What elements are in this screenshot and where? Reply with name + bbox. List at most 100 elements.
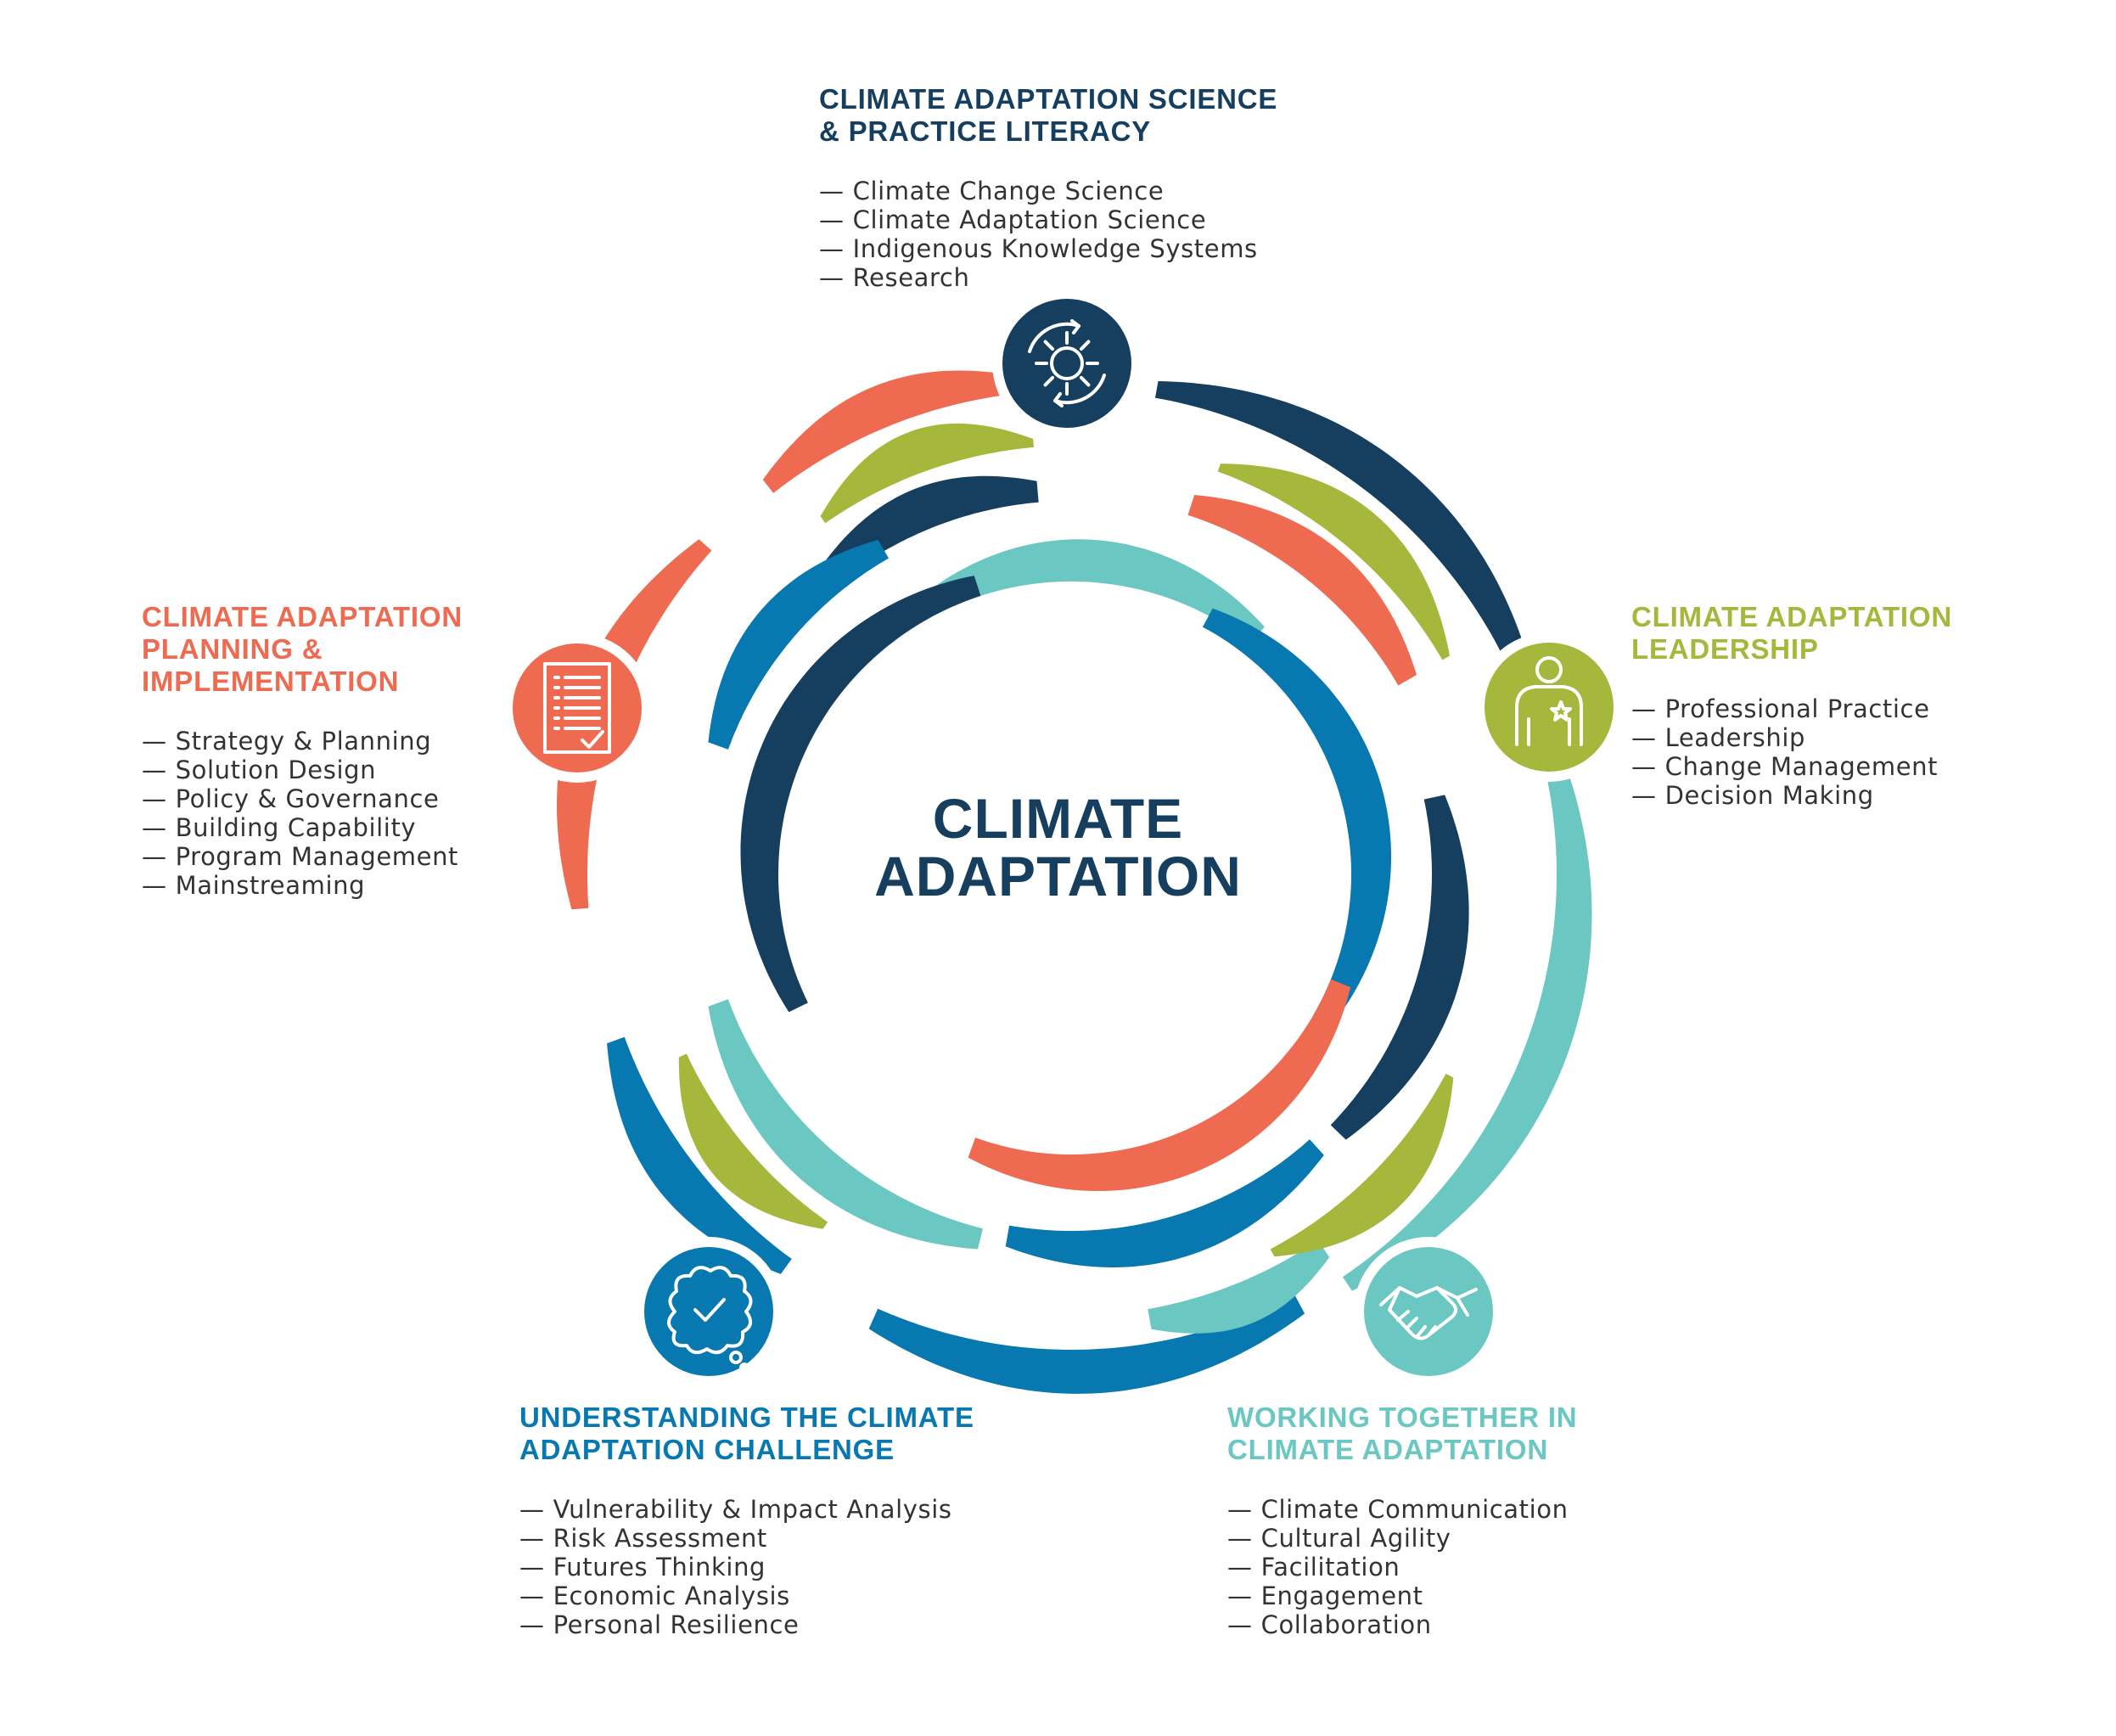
list-item-label: Professional Practice bbox=[1664, 694, 1930, 723]
list-dash: — bbox=[1227, 1495, 1253, 1524]
list-item: — Decision Making bbox=[1631, 781, 1952, 810]
arc-outer-teal-bottom bbox=[1148, 1240, 1330, 1334]
list-item-label: Facilitation bbox=[1260, 1553, 1400, 1582]
list-dash: — bbox=[142, 784, 167, 813]
list-item: — Strategy & Planning bbox=[142, 727, 463, 756]
list-item-label: Economic Analysis bbox=[553, 1582, 790, 1610]
arc-inner-orange-bottom bbox=[968, 979, 1351, 1191]
list-item-label: Solution Design bbox=[175, 756, 377, 784]
section-working-list: — Climate Communication — Cultural Agility —… bbox=[1227, 1495, 1577, 1639]
center-title-line1: CLIMATE bbox=[932, 787, 1184, 850]
list-item-label: Indigenous Knowledge Systems bbox=[852, 234, 1258, 263]
arc-inner-teal-top bbox=[914, 539, 1265, 644]
list-dash: — bbox=[1227, 1582, 1253, 1610]
list-dash: — bbox=[519, 1553, 545, 1582]
section-understanding-title: UNDERSTANDING THE CLIMATE ADAPTATION CHA… bbox=[519, 1402, 974, 1466]
list-dash: — bbox=[1227, 1553, 1253, 1582]
list-item: — Cultural Agility bbox=[1227, 1524, 1577, 1553]
section-science-title-line2: & PRACTICE LITERACY bbox=[819, 115, 1152, 147]
section-science-list: — Climate Change Science — Climate Adaptati… bbox=[819, 177, 1277, 292]
section-working-title-line2: CLIMATE ADAPTATION bbox=[1227, 1434, 1548, 1465]
list-item: — Indigenous Knowledge Systems bbox=[819, 234, 1277, 263]
list-item-label: Futures Thinking bbox=[553, 1553, 766, 1582]
list-dash: — bbox=[142, 756, 167, 784]
list-dash: — bbox=[519, 1495, 545, 1524]
list-item: — Policy & Governance bbox=[142, 784, 463, 813]
list-item: — Economic Analysis bbox=[519, 1582, 974, 1610]
node-layer bbox=[502, 289, 1624, 1386]
arc-mid-navy-right bbox=[1330, 795, 1469, 1140]
node-understanding bbox=[634, 1237, 783, 1386]
list-dash: — bbox=[519, 1524, 545, 1553]
list-item: — Futures Thinking bbox=[519, 1553, 974, 1582]
list-item-label: Strategy & Planning bbox=[175, 727, 432, 756]
leader-person-icon bbox=[1515, 656, 1583, 746]
list-item-label: Building Capability bbox=[175, 813, 417, 842]
section-planning-title-line1: CLIMATE ADAPTATION bbox=[142, 601, 463, 632]
section-leadership-list: — Professional Practice — Leadership — Change… bbox=[1631, 694, 1952, 810]
section-science-title-line1: CLIMATE ADAPTATION SCIENCE bbox=[819, 83, 1278, 115]
list-dash: — bbox=[1227, 1610, 1253, 1639]
handshake-icon bbox=[1379, 1286, 1478, 1340]
section-understanding-title-line2: ADAPTATION CHALLENGE bbox=[519, 1434, 895, 1465]
list-item: — Collaboration bbox=[1227, 1610, 1577, 1639]
list-item-label: Program Management bbox=[175, 842, 459, 871]
list-item-label: Leadership bbox=[1664, 723, 1805, 752]
checklist-document-icon bbox=[543, 662, 611, 754]
list-item: — Climate Change Science bbox=[819, 177, 1277, 205]
section-understanding-list: — Vulnerability & Impact Analysis — Risk As… bbox=[519, 1495, 974, 1639]
list-item-label: Mainstreaming bbox=[175, 871, 366, 900]
list-item: — Climate Adaptation Science bbox=[819, 205, 1277, 234]
arc-mid-navy-top bbox=[817, 475, 1039, 588]
list-dash: — bbox=[1631, 752, 1657, 781]
arc-outer-blue-bottom bbox=[868, 1294, 1305, 1394]
arc-layer bbox=[557, 370, 1592, 1394]
arc-outer-navy bbox=[1155, 381, 1535, 694]
node-leadership bbox=[1474, 632, 1624, 782]
list-dash: — bbox=[819, 205, 845, 234]
list-item: — Solution Design bbox=[142, 756, 463, 784]
node-working bbox=[1354, 1237, 1503, 1386]
arc-outer-blue-left bbox=[607, 1037, 792, 1274]
arc-mid-teal-left bbox=[708, 999, 983, 1250]
list-dash: — bbox=[819, 177, 845, 205]
center-title-line2: ADAPTATION bbox=[874, 845, 1242, 907]
section-working-title-line1: WORKING TOGETHER IN bbox=[1227, 1402, 1578, 1433]
list-dash: — bbox=[1631, 781, 1657, 810]
list-item: — Climate Communication bbox=[1227, 1495, 1577, 1524]
section-understanding-title-line1: UNDERSTANDING THE CLIMATE bbox=[519, 1402, 974, 1433]
list-item-label: Cultural Agility bbox=[1260, 1524, 1451, 1553]
node-planning bbox=[502, 633, 652, 783]
list-item: — Vulnerability & Impact Analysis bbox=[519, 1495, 974, 1524]
section-understanding: UNDERSTANDING THE CLIMATE ADAPTATION CHA… bbox=[519, 1402, 974, 1639]
sun-cycle-icon bbox=[1028, 319, 1106, 407]
list-item-label: Policy & Governance bbox=[175, 784, 440, 813]
section-planning: CLIMATE ADAPTATION PLANNING & IMPLEMENTA… bbox=[142, 601, 463, 900]
arc-inner-navy-left bbox=[740, 576, 981, 1013]
node-understanding-disc bbox=[644, 1247, 773, 1376]
list-dash: — bbox=[142, 813, 167, 842]
list-item-label: Risk Assessment bbox=[553, 1524, 767, 1553]
list-item-label: Personal Resilience bbox=[553, 1610, 800, 1639]
list-dash: — bbox=[1227, 1524, 1253, 1553]
arc-mid-blue-left bbox=[708, 540, 889, 750]
section-working: WORKING TOGETHER IN CLIMATE ADAPTATION —… bbox=[1227, 1402, 1577, 1639]
section-working-title: WORKING TOGETHER IN CLIMATE ADAPTATION bbox=[1227, 1402, 1577, 1466]
list-dash: — bbox=[142, 842, 167, 871]
list-item: — Program Management bbox=[142, 842, 463, 871]
arc-green-right bbox=[1217, 463, 1450, 660]
list-item-label: Vulnerability & Impact Analysis bbox=[553, 1495, 952, 1524]
thought-check-icon bbox=[667, 1266, 753, 1373]
node-science bbox=[992, 289, 1142, 438]
arc-green-bottom bbox=[1270, 1073, 1454, 1257]
list-item-label: Climate Adaptation Science bbox=[852, 205, 1207, 234]
list-item: — Facilitation bbox=[1227, 1553, 1577, 1582]
section-planning-title-line2: PLANNING & bbox=[142, 633, 323, 665]
list-dash: — bbox=[1631, 723, 1657, 752]
list-item: — Leadership bbox=[1631, 723, 1952, 752]
arc-mid-orange-right bbox=[1187, 495, 1417, 686]
list-item: — Change Management bbox=[1631, 752, 1952, 781]
section-planning-list: — Strategy & Planning — Solution Design — Pol… bbox=[142, 727, 463, 900]
center-title: CLIMATE ADAPTATION bbox=[0, 789, 2116, 905]
